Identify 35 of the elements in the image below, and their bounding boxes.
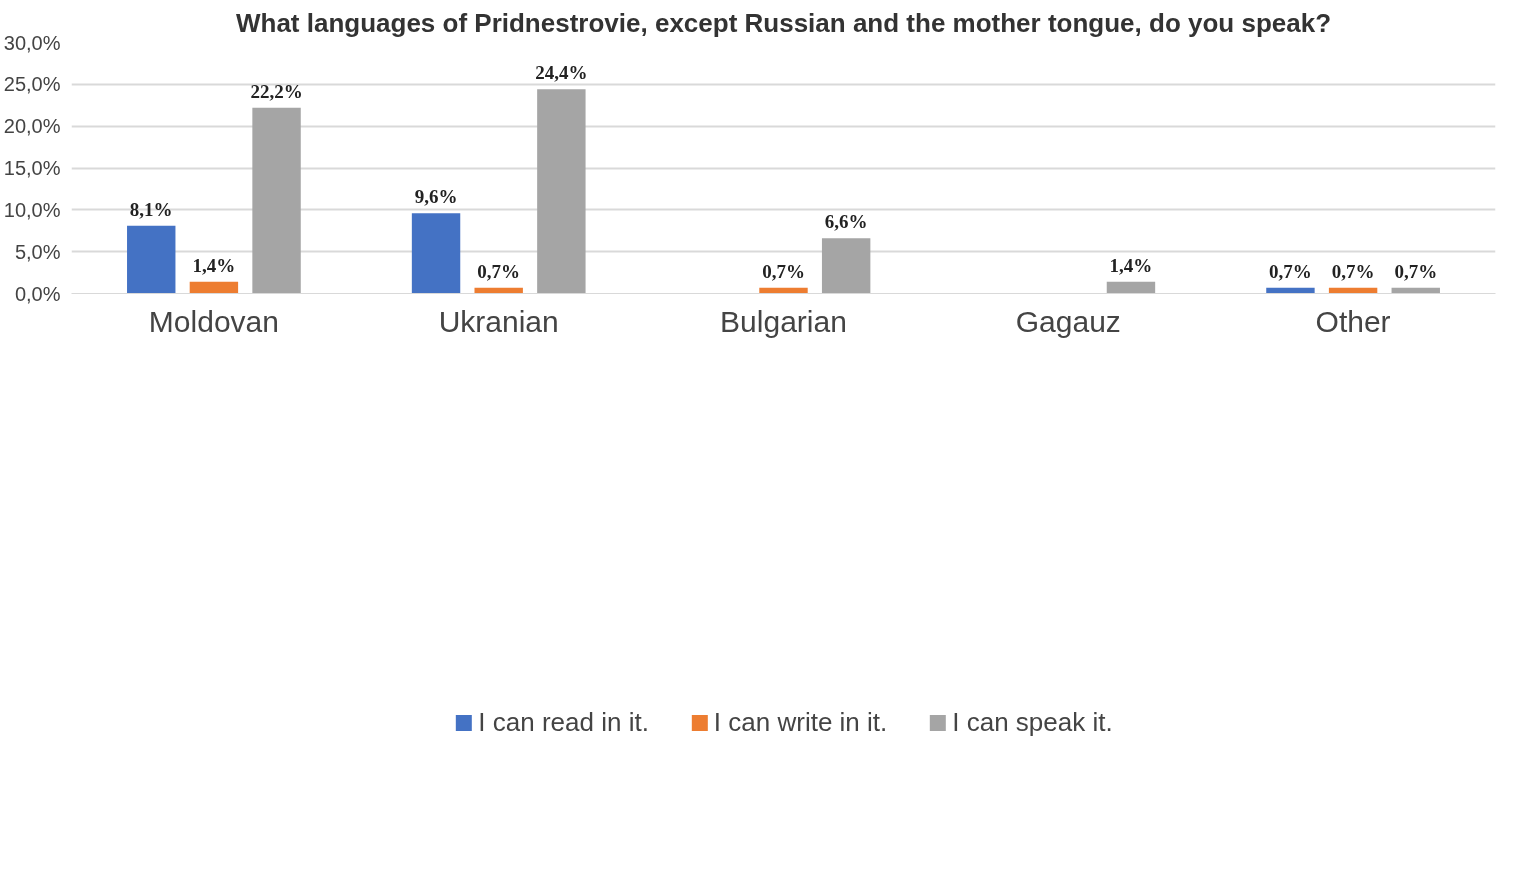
- y-tick-label: 0,0%: [14, 282, 61, 305]
- data-label: 0,7%: [762, 260, 805, 282]
- y-tick-label: 25,0%: [3, 73, 61, 96]
- y-tick-label: 5,0%: [14, 240, 61, 263]
- data-label: 1,4%: [192, 254, 236, 276]
- bar: [537, 89, 586, 294]
- bar: [189, 281, 239, 294]
- y-tick-label: 15,0%: [3, 157, 61, 179]
- data-label: 6,6%: [824, 211, 868, 233]
- y-tick-label: 10,0%: [3, 198, 61, 221]
- legend-label: I can speak it.: [952, 706, 1113, 738]
- bar: [821, 238, 871, 294]
- data-label: 8,1%: [129, 198, 173, 220]
- bar: [127, 225, 176, 294]
- x-tick-label: Bulgarian: [720, 304, 847, 338]
- bar: [411, 213, 461, 294]
- y-tick-label: 30,0%: [3, 31, 61, 54]
- chart-title: What languages of Pridnestrovie, except Russian and the mother tongue, do you speak?: [235, 7, 1332, 38]
- y-tick-label: 20,0%: [3, 115, 61, 138]
- legend-label: I can write in it.: [713, 706, 888, 738]
- data-label: 9,6%: [414, 186, 458, 208]
- data-label: 22,2%: [250, 80, 303, 102]
- x-tick-label: Gagauz: [1015, 304, 1121, 338]
- data-label: 1,4%: [1109, 254, 1153, 276]
- data-label: 0,7%: [1269, 260, 1312, 282]
- bar: [252, 107, 301, 294]
- data-label: 24,4%: [535, 62, 588, 84]
- x-tick-label: Ukranian: [438, 304, 559, 338]
- data-label: 0,7%: [477, 260, 521, 282]
- data-label: 0,7%: [1394, 260, 1438, 282]
- legend-label: I can read in it.: [478, 706, 649, 738]
- bar: [1106, 281, 1156, 294]
- data-label: 0,7%: [1331, 260, 1375, 282]
- x-tick-label: Other: [1315, 304, 1391, 338]
- x-tick-label: Moldovan: [148, 304, 279, 338]
